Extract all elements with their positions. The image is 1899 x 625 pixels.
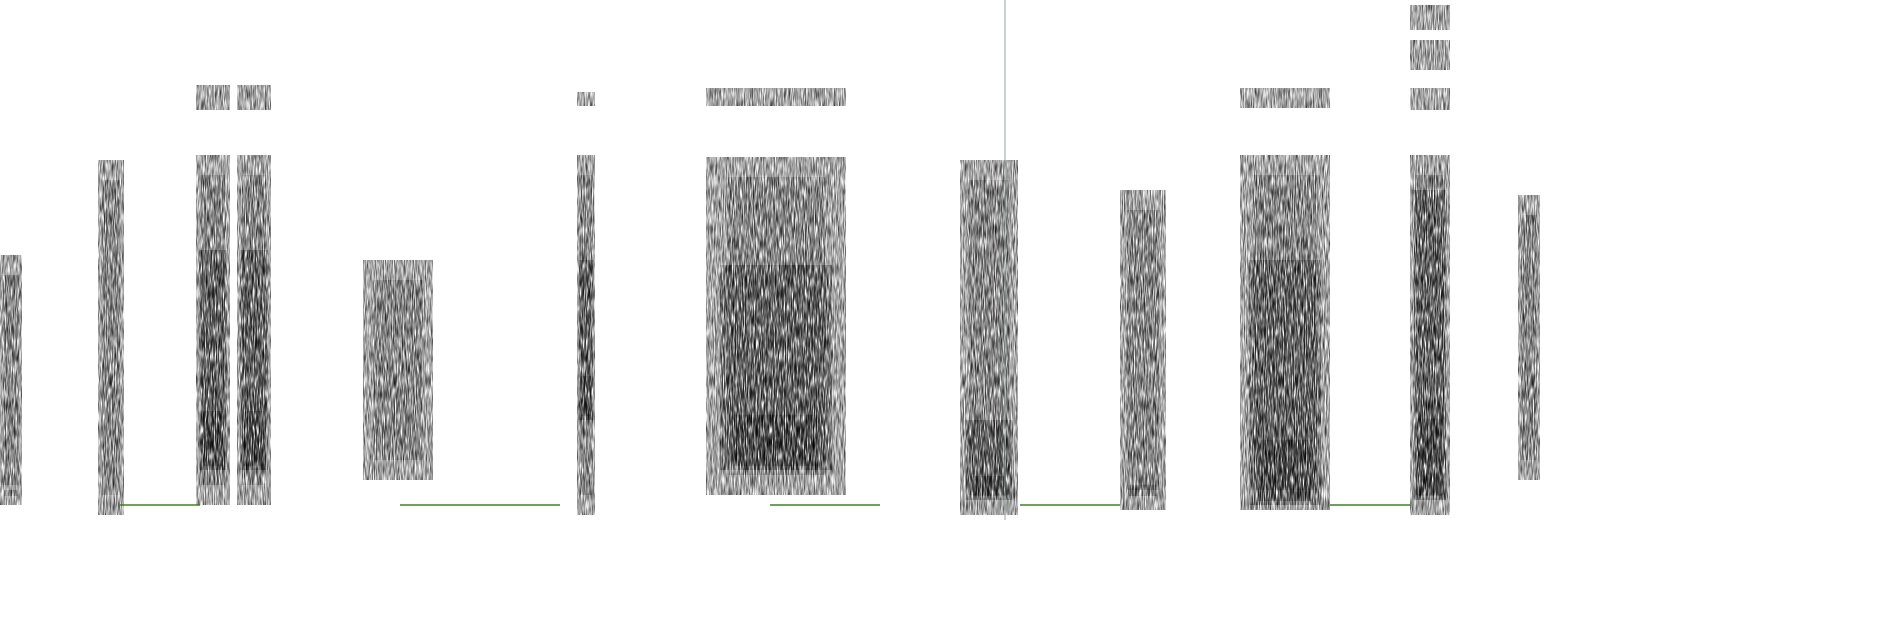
segment-peak [1129,484,1157,496]
segment-harmonic [1410,5,1450,30]
segment-peak [202,411,224,466]
spectrogram-segment [960,160,1018,515]
spectrogram-segment [1518,195,1540,480]
spectrogram-segment [0,255,22,505]
segment-harmonic [1410,88,1450,110]
segment-peak [971,476,1007,496]
segment-mid-band [1126,210,1160,490]
segment-peak [4,490,18,496]
spectrogram-segment [98,160,124,515]
segment-peak [243,411,265,466]
baseline-layer [120,0,1410,520]
segment-peak [580,376,592,416]
segment-mid-band [373,280,423,460]
spectrogram-segment [1240,88,1330,510]
segment-peak [1418,418,1442,496]
segments-layer [0,5,1540,515]
segment-harmonic [706,88,846,106]
segment-peak [1258,439,1312,501]
segment-harmonic [237,85,271,110]
spectrogram-segment [363,260,433,480]
segment-mid-band [101,180,121,495]
segment-harmonic [577,92,595,106]
spectrogram-segment [706,88,846,495]
spectrogram-segment [196,85,230,505]
spectrogram-segment [1120,190,1166,510]
segment-mid-band [3,275,19,485]
segment-harmonic [1240,88,1330,108]
segment-peak [734,414,818,466]
segment-harmonic [1410,40,1450,70]
spectrogram-segment [237,85,271,505]
segment-mid-band [1521,215,1537,460]
spectrogram-segment [1410,5,1450,515]
segment-harmonic [196,85,230,110]
spectrogram-segment [577,92,595,515]
